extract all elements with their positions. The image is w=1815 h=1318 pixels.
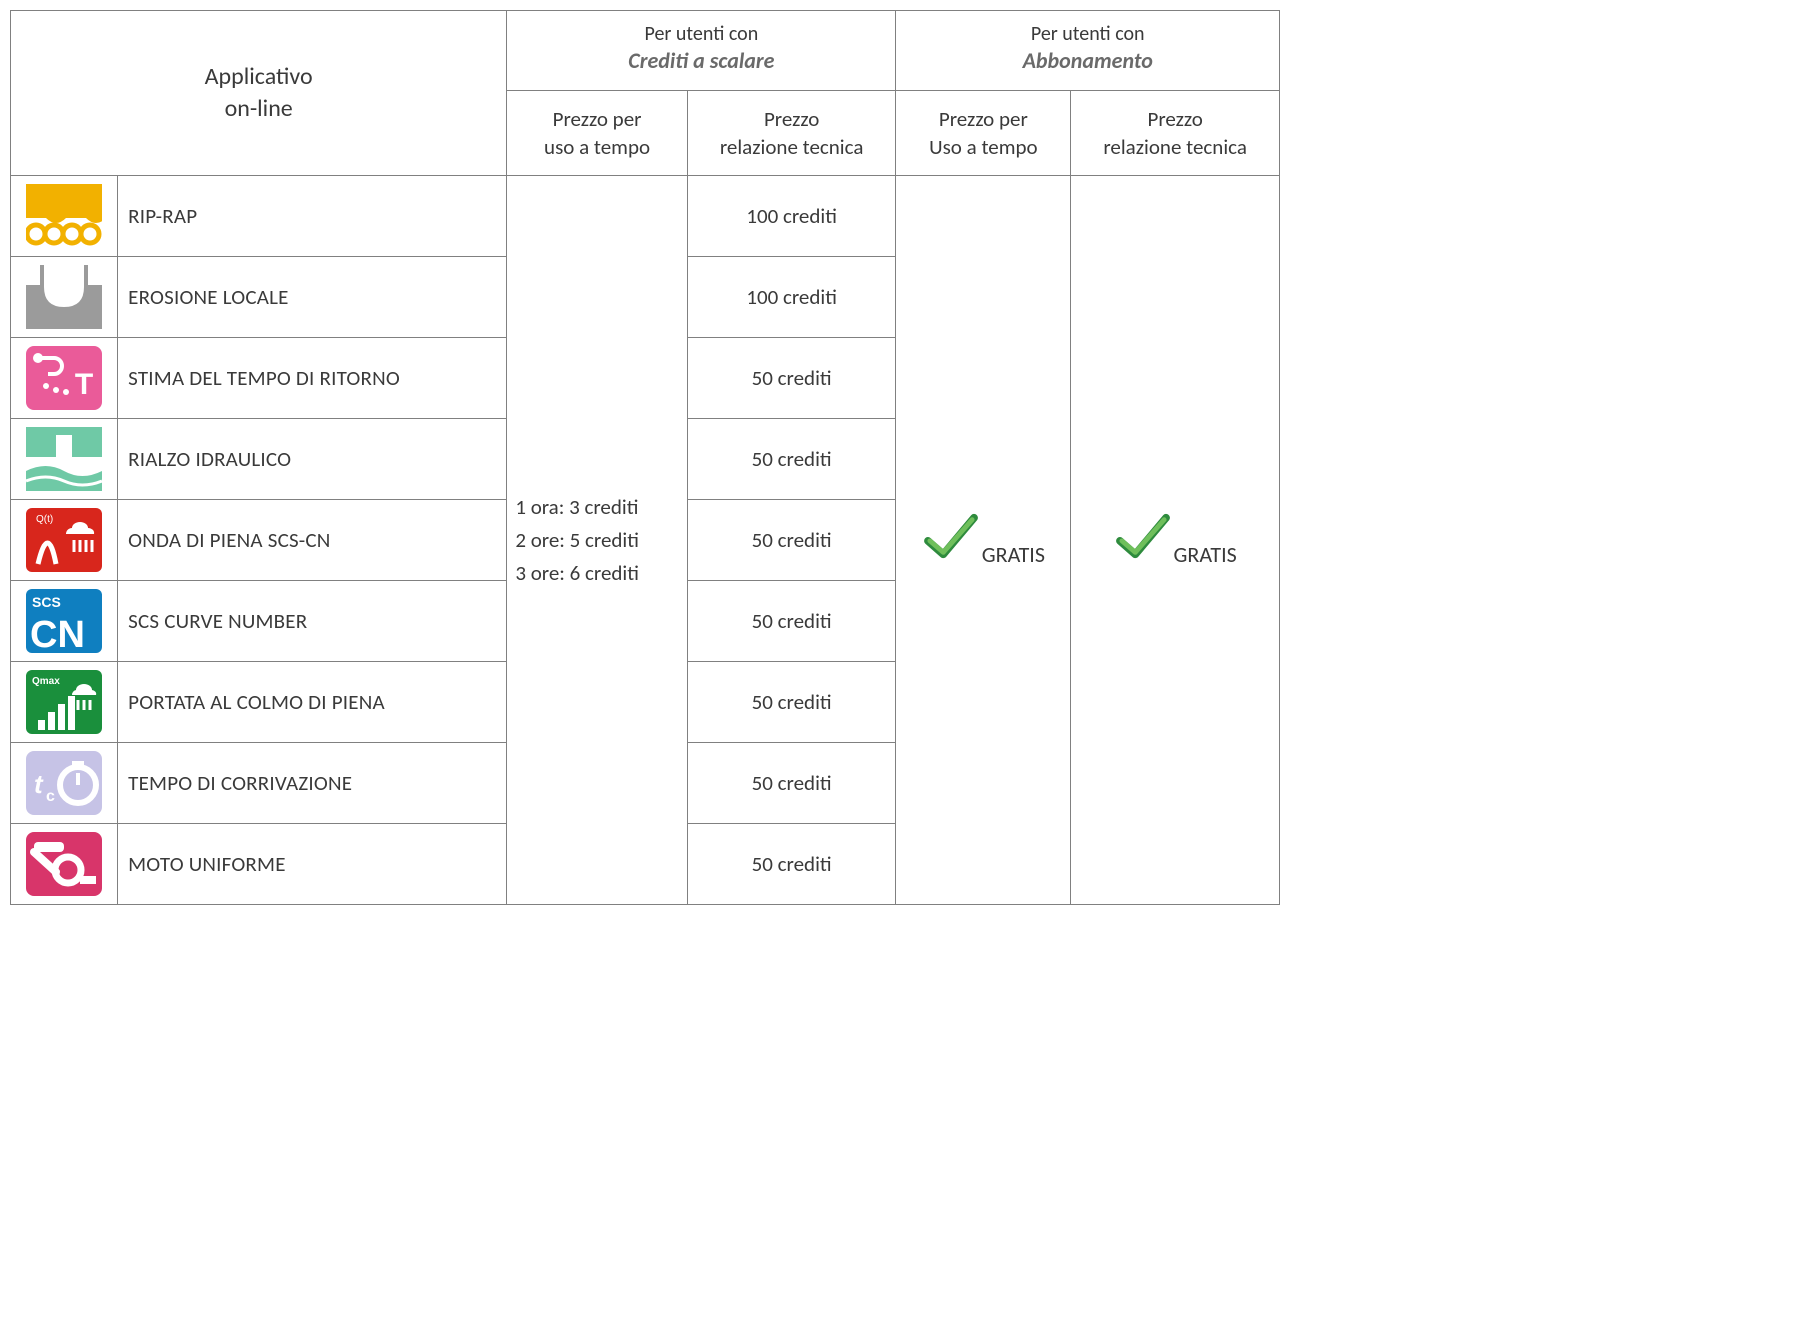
app-icon: SCS CN [11,581,118,662]
time-line1: 1 ora: 3 crediti [515,494,638,520]
app-icon [11,419,118,500]
app-icon [11,257,118,338]
app-name: STIMA DEL TEMPO DI RITORNO [118,338,507,419]
svg-text:Q(t): Q(t) [36,514,53,525]
header-group-credits-line1: Per utenti con [645,22,759,46]
svg-text:c: c [46,788,55,805]
relation-credits: 50 crediti [687,419,896,500]
header-col-rel-sub: Prezzo relazione tecnica [1071,90,1280,176]
app-name: EROSIONE LOCALE [118,257,507,338]
relation-credits: 50 crediti [687,743,896,824]
app-name: ONDA DI PIENA SCS-CN [118,500,507,581]
header-group-subscription: Per utenti con Abbonamento [896,11,1280,91]
app-icon: tc [11,743,118,824]
relation-credits: 100 crediti [687,257,896,338]
gratis-time-cell: GRATIS [896,176,1071,905]
svg-text:SCS: SCS [32,594,61,610]
app-icon: Q(t) [11,500,118,581]
app-name: TEMPO DI CORRIVAZIONE [118,743,507,824]
time-line2: 2 ore: 5 crediti [515,527,639,553]
relation-credits: 50 crediti [687,581,896,662]
app-icon [11,176,118,257]
svg-text:Qmax: Qmax [32,676,60,687]
header-group-sub-line1: Per utenti con [1031,22,1145,46]
app-name: SCS CURVE NUMBER [118,581,507,662]
app-name: RIALZO IDRAULICO [118,419,507,500]
header-col-time-credits: Prezzo per uso a tempo [507,90,687,176]
relation-credits: 50 crediti [687,500,896,581]
relation-credits: 100 crediti [687,176,896,257]
gratis-label: GRATIS [982,541,1045,568]
app-name: RIP-RAP [118,176,507,257]
relation-credits: 50 crediti [687,338,896,419]
gratis-label: GRATIS [1174,541,1237,568]
svg-text:T: T [75,368,93,401]
header-group-credits: Per utenti con Crediti a scalare [507,11,896,91]
app-icon: Qmax [11,662,118,743]
relation-credits: 50 crediti [687,662,896,743]
svg-text:CN: CN [30,614,85,653]
header-app-line2: on-line [225,94,293,123]
time-pricing-cell: 1 ora: 3 crediti 2 ore: 5 crediti 3 ore: 6… [507,176,687,905]
header-group-credits-line2: Crediti a scalare [628,47,774,74]
checkmark-icon [1114,512,1172,568]
header-group-sub-line2: Abbonamento [1023,47,1153,74]
svg-text:t: t [34,769,44,799]
header-app-line1: Applicativo [205,62,313,91]
app-name: MOTO UNIFORME [118,824,507,905]
header-app: Applicativo on-line [11,11,507,176]
app-icon: T [11,338,118,419]
app-name: PORTATA AL COLMO DI PIENA [118,662,507,743]
pricing-table: Applicativo on-line Per utenti con Credi… [10,10,1280,905]
app-icon [11,824,118,905]
time-line3: 3 ore: 6 crediti [515,560,639,586]
checkmark-icon [922,512,980,568]
header-col-time-sub: Prezzo per Uso a tempo [896,90,1071,176]
relation-credits: 50 crediti [687,824,896,905]
table-row: RIP-RAP1 ora: 3 crediti2 ore: 5 crediti3… [11,176,1280,257]
gratis-relation-cell: GRATIS [1071,176,1280,905]
header-col-rel-credits: Prezzo relazione tecnica [687,90,896,176]
